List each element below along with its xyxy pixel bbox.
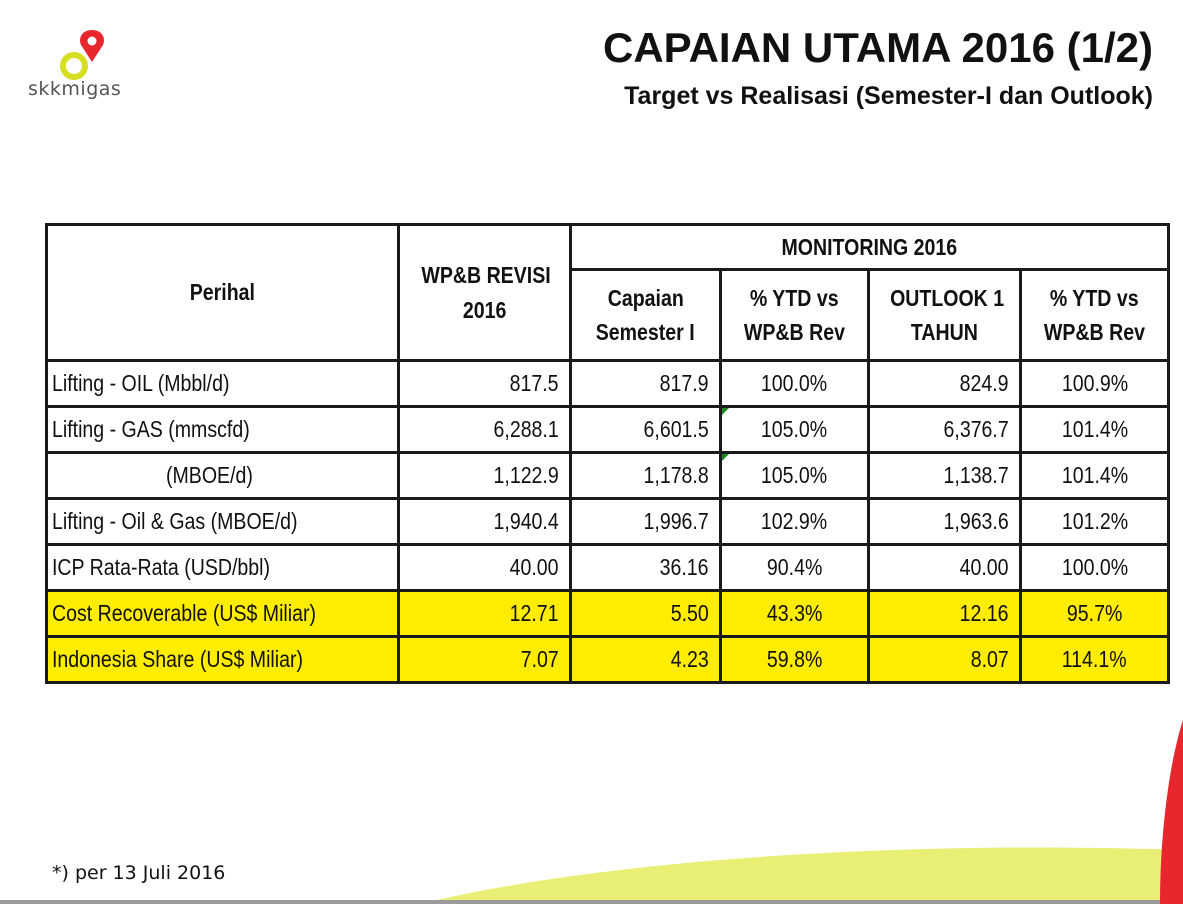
cell-ytd-1: 105.0% bbox=[719, 405, 870, 454]
cell-ytd-1: 100.0% bbox=[719, 359, 870, 408]
header-ytd-1: % YTD vs WP&B Rev bbox=[719, 268, 870, 362]
cell-ytd-2: 100.0% bbox=[1018, 543, 1171, 592]
table-row: (MBOE/d) 1,122.9 1,178.8 105.0% 1,138.7 … bbox=[45, 451, 1171, 500]
cell-outlook: 1,138.7 bbox=[867, 451, 1022, 500]
table-row: Lifting - OIL (Mbbl/d) 817.5 817.9 100.0… bbox=[45, 359, 1171, 408]
header-perihal: Perihal bbox=[45, 223, 400, 362]
header-ytd-2: % YTD vs WP&B Rev bbox=[1018, 268, 1171, 362]
cell-ytd-2: 101.4% bbox=[1018, 451, 1171, 500]
table-row: Lifting - GAS (mmscfd) 6,288.1 6,601.5 1… bbox=[45, 405, 1171, 454]
cell-outlook: 6,376.7 bbox=[867, 405, 1022, 454]
cell-wpb: 12.71 bbox=[397, 589, 572, 638]
cell-outlook: 12.16 bbox=[867, 589, 1022, 638]
cell-outlook: 1,963.6 bbox=[867, 497, 1022, 546]
cell-capaian: 817.9 bbox=[569, 359, 722, 408]
cell-outlook: 40.00 bbox=[867, 543, 1022, 592]
footnote: *) per 13 Juli 2016 bbox=[52, 862, 226, 884]
header-outlook: OUTLOOK 1 TAHUN bbox=[867, 268, 1022, 362]
cell-ytd-2: 100.9% bbox=[1018, 359, 1171, 408]
cell-ytd-2: 114.1% bbox=[1018, 635, 1171, 684]
row-label: Lifting - Oil & Gas (MBOE/d) bbox=[45, 497, 400, 546]
table-row: ICP Rata-Rata (USD/bbl) 40.00 36.16 90.4… bbox=[45, 543, 1171, 592]
cell-ytd-1: 43.3% bbox=[719, 589, 870, 638]
row-label: (MBOE/d) bbox=[45, 451, 400, 500]
cell-ytd-2: 95.7% bbox=[1018, 589, 1171, 638]
right-swoosh-decoration bbox=[1160, 720, 1183, 904]
cell-outlook: 824.9 bbox=[867, 359, 1022, 408]
header-monitoring: MONITORING 2016 bbox=[568, 223, 1171, 271]
cell-ytd-2: 101.4% bbox=[1018, 405, 1171, 454]
cell-ytd-1: 105.0% bbox=[719, 451, 870, 500]
header-capaian: Capaian Semester I bbox=[569, 268, 722, 362]
table-row: Lifting - Oil & Gas (MBOE/d) 1,940.4 1,9… bbox=[45, 497, 1171, 546]
header-wpb-revisi: WP&B REVISI 2016 bbox=[397, 223, 572, 362]
cell-ytd-1: 59.8% bbox=[719, 635, 870, 684]
cell-wpb: 6,288.1 bbox=[397, 405, 572, 454]
row-label: Indonesia Share (US$ Miliar) bbox=[45, 635, 400, 684]
cell-capaian: 5.50 bbox=[569, 589, 722, 638]
cell-capaian: 1,178.8 bbox=[569, 451, 722, 500]
cell-ytd-1: 102.9% bbox=[719, 497, 870, 546]
bottom-swoosh-decoration bbox=[0, 847, 1183, 904]
cell-ytd-1: 90.4% bbox=[719, 543, 870, 592]
logo-pin-icon bbox=[60, 30, 104, 80]
table-row-highlighted: Cost Recoverable (US$ Miliar) 12.71 5.50… bbox=[45, 589, 1171, 638]
cell-capaian: 4.23 bbox=[569, 635, 722, 684]
row-label: ICP Rata-Rata (USD/bbl) bbox=[45, 543, 400, 592]
capaian-table: Perihal WP&B REVISI 2016 MONITORING 2016… bbox=[45, 223, 1171, 684]
skkmigas-logo: skkmigas bbox=[28, 28, 148, 108]
cell-wpb: 817.5 bbox=[397, 359, 572, 408]
table-subheader-row: Capaian Semester I % YTD vs WP&B Rev OUT… bbox=[47, 268, 1171, 362]
table-header-row: Perihal WP&B REVISI 2016 MONITORING 2016 bbox=[45, 223, 1171, 362]
cell-wpb: 40.00 bbox=[397, 543, 572, 592]
logo-text: skkmigas bbox=[28, 78, 122, 100]
cell-ytd-2: 101.2% bbox=[1018, 497, 1171, 546]
page-subtitle: Target vs Realisasi (Semester-I dan Outl… bbox=[624, 82, 1153, 110]
table-row-highlighted: Indonesia Share (US$ Miliar) 7.07 4.23 5… bbox=[45, 635, 1171, 684]
cell-capaian: 36.16 bbox=[569, 543, 722, 592]
cell-wpb: 7.07 bbox=[397, 635, 572, 684]
row-label: Lifting - GAS (mmscfd) bbox=[45, 405, 400, 454]
row-label: Cost Recoverable (US$ Miliar) bbox=[45, 589, 400, 638]
cell-wpb: 1,940.4 bbox=[397, 497, 572, 546]
page-title: CAPAIAN UTAMA 2016 (1/2) bbox=[603, 24, 1153, 71]
cell-capaian: 1,996.7 bbox=[569, 497, 722, 546]
cell-outlook: 8.07 bbox=[867, 635, 1022, 684]
capaian-table-container: Perihal WP&B REVISI 2016 MONITORING 2016… bbox=[45, 223, 1171, 684]
cell-wpb: 1,122.9 bbox=[397, 451, 572, 500]
row-label: Lifting - OIL (Mbbl/d) bbox=[45, 359, 400, 408]
cell-capaian: 6,601.5 bbox=[569, 405, 722, 454]
